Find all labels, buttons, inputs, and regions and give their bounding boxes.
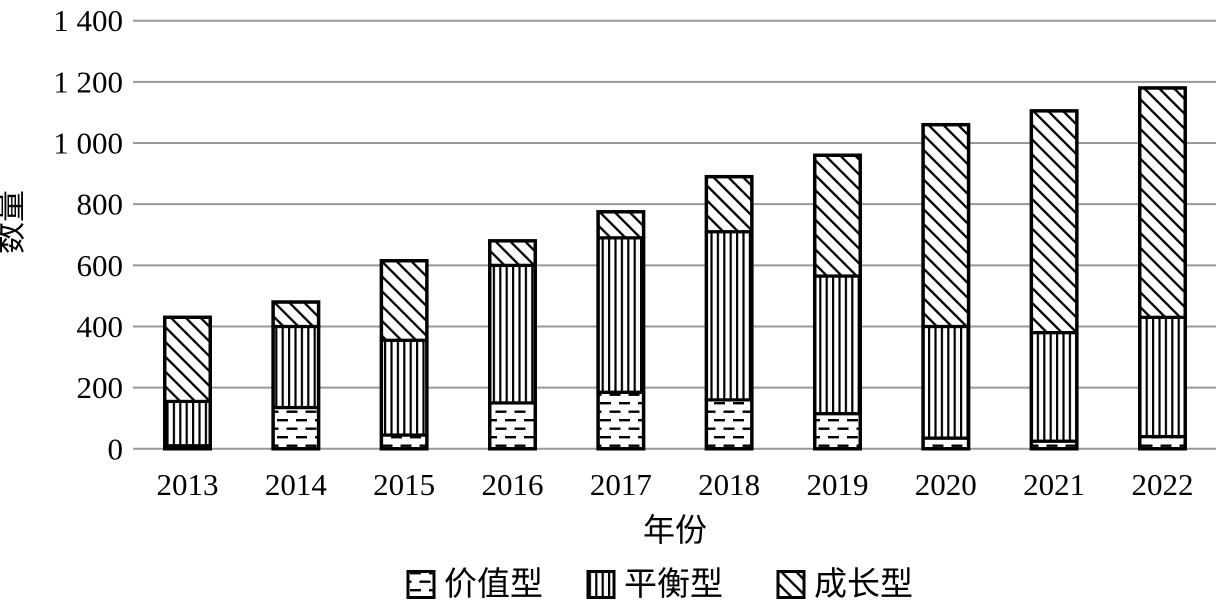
bar-segment-平衡型-2022 bbox=[1138, 315, 1187, 439]
bar-segment-成长型-2021 bbox=[1029, 109, 1079, 335]
x-axis-tick-labels: 2013 2014 2015 2016 2017 2018 2019 2020 2021 2022 bbox=[157, 467, 1194, 502]
bar-segment-成长型-2013 bbox=[163, 315, 212, 404]
y-tick-label: 1 400 bbox=[53, 3, 123, 38]
y-tick-label: 800 bbox=[77, 187, 124, 222]
x-tick-label: 2020 bbox=[915, 467, 977, 502]
x-tick-label: 2017 bbox=[590, 467, 652, 502]
bar-segment-价值型-2022 bbox=[1138, 434, 1187, 451]
legend-label: 平衡型 bbox=[624, 566, 723, 603]
bar-segment-平衡型-2017 bbox=[596, 236, 646, 394]
bar-segment-平衡型-2013 bbox=[163, 399, 212, 448]
bar-segment-成长型-2022 bbox=[1138, 86, 1187, 319]
bar-outline-2019 bbox=[813, 153, 862, 451]
legend-label: 价值型 bbox=[444, 566, 543, 603]
bar-outline-2014 bbox=[271, 300, 321, 451]
bar-outline-2017 bbox=[596, 210, 646, 451]
x-tick-label: 2022 bbox=[1131, 467, 1193, 502]
legend-vertical-lines-icon bbox=[586, 570, 616, 599]
bar-segment-成长型-2014 bbox=[271, 300, 321, 329]
legend: 价值型 平衡型 成长型 bbox=[406, 566, 913, 603]
bar-segment-平衡型-2018 bbox=[704, 230, 754, 402]
bar-segment-平衡型-2016 bbox=[488, 263, 537, 405]
legend-item-成长型: 成长型 bbox=[776, 566, 913, 603]
bar-segment-成长型-2017 bbox=[596, 210, 646, 240]
bar-outline-2016 bbox=[488, 239, 537, 451]
x-tick-label: 2019 bbox=[806, 467, 868, 502]
x-tick-label: 2014 bbox=[265, 467, 328, 502]
y-axis-tick-labels: 0 200 400 600 800 1 000 1 200 1 400 bbox=[53, 3, 123, 466]
bar-outline-2021 bbox=[1029, 109, 1079, 451]
x-axis-title: 年份 bbox=[643, 512, 707, 548]
legend-item-价值型: 价值型 bbox=[406, 566, 543, 603]
legend-item-平衡型: 平衡型 bbox=[586, 566, 723, 603]
bars bbox=[163, 86, 1187, 451]
x-tick-label: 2021 bbox=[1023, 467, 1085, 502]
bar-outline-2013 bbox=[163, 315, 212, 451]
y-tick-label: 200 bbox=[77, 370, 124, 405]
legend-label: 成长型 bbox=[814, 566, 913, 603]
y-tick-label: 1 000 bbox=[53, 126, 123, 161]
bar-segment-成长型-2015 bbox=[379, 259, 429, 342]
y-tick-label: 600 bbox=[77, 248, 124, 283]
bar-segment-价值型-2016 bbox=[488, 401, 537, 451]
bar-segment-平衡型-2014 bbox=[271, 324, 321, 410]
bar-outline-2022 bbox=[1138, 86, 1187, 451]
bar-segment-成长型-2018 bbox=[704, 175, 754, 234]
bar-segment-成长型-2016 bbox=[488, 239, 537, 267]
bar-segment-平衡型-2019 bbox=[813, 274, 862, 416]
bar-segment-平衡型-2020 bbox=[921, 324, 971, 440]
bar-segment-成长型-2020 bbox=[921, 123, 971, 329]
y-tick-label: 1 200 bbox=[53, 64, 123, 99]
legend-horizontal-dashes-icon bbox=[406, 570, 436, 599]
x-tick-label: 2015 bbox=[373, 467, 435, 502]
bar-segment-平衡型-2015 bbox=[379, 338, 429, 437]
bar-outline-2018 bbox=[704, 174, 754, 451]
x-tick-label: 2016 bbox=[481, 467, 543, 502]
legend-diagonal-lines-icon bbox=[776, 570, 806, 599]
x-tick-label: 2013 bbox=[157, 467, 219, 502]
bar-segment-平衡型-2021 bbox=[1029, 331, 1079, 443]
bar-outline-2020 bbox=[921, 122, 971, 451]
bar-segment-价值型-2015 bbox=[379, 433, 429, 451]
bar-segment-价值型-2018 bbox=[704, 398, 754, 451]
bar-outline-2015 bbox=[379, 259, 429, 451]
bar-segment-价值型-2017 bbox=[596, 390, 646, 451]
bar-segment-价值型-2014 bbox=[271, 405, 321, 451]
x-tick-label: 2018 bbox=[698, 467, 760, 502]
y-tick-label: 0 bbox=[108, 431, 124, 466]
bar-segment-价值型-2019 bbox=[813, 412, 862, 451]
y-axis-title: 数量 bbox=[0, 190, 28, 254]
bar-segment-成长型-2019 bbox=[813, 153, 862, 278]
y-tick-label: 400 bbox=[77, 309, 124, 344]
